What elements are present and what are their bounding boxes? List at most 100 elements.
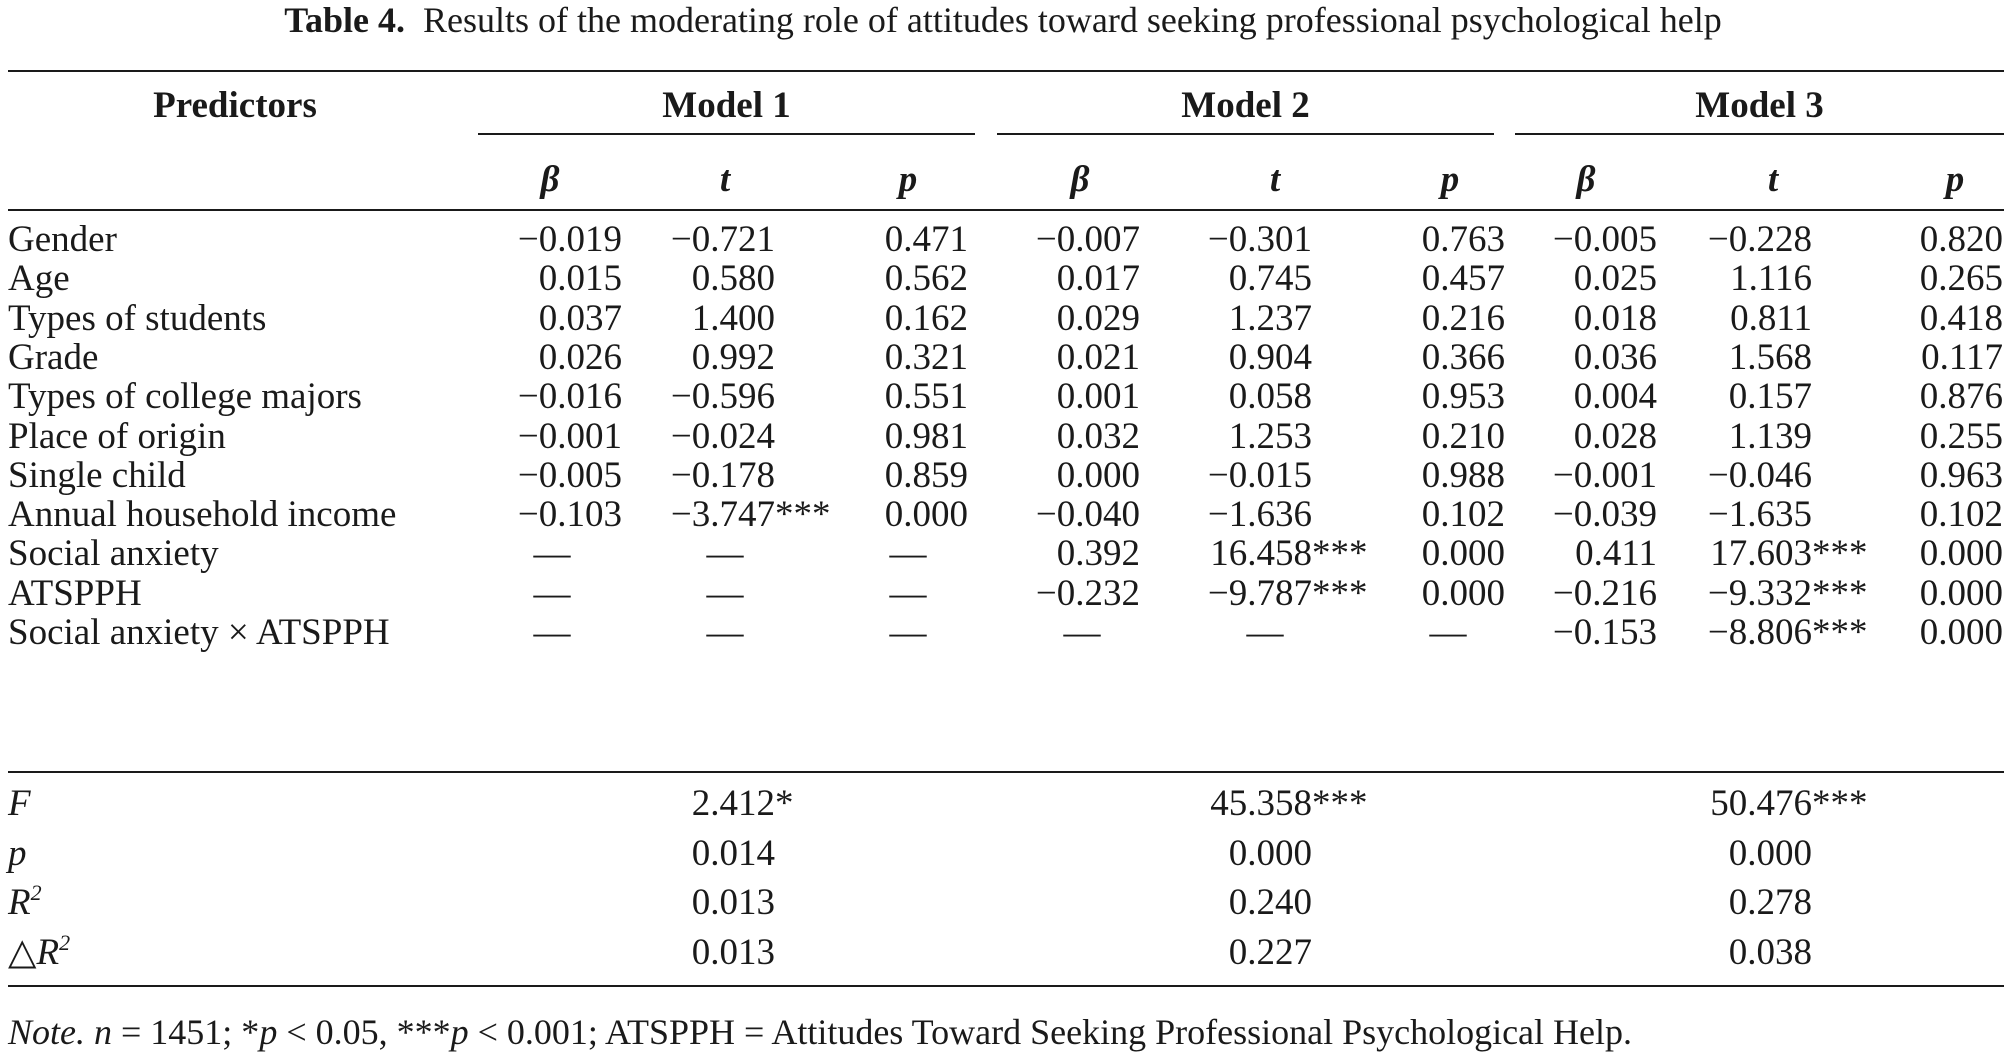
m3-beta-cell: 0.025 [1417, 257, 1657, 301]
m2-t-cell: 1.237 [1072, 297, 1312, 341]
cell-value: 1.400 [691, 297, 775, 339]
summary-model2-value: 45.358 *** [1072, 782, 1367, 826]
m2-beta-header: β [1070, 159, 1090, 200]
row-label: Social anxiety [8, 533, 219, 575]
m2-t-cell: 0.904 [1072, 336, 1312, 380]
m1-beta-cell: 0.026 [382, 336, 622, 380]
summary-label-sup: 2 [30, 880, 42, 905]
row-label: Grade [8, 336, 99, 378]
cell-value: −0.232 [1035, 572, 1140, 614]
m1-t-cell: −0.596 [535, 375, 775, 419]
m1-p-cell: — [889, 612, 927, 653]
cell-value: 0.745 [1228, 258, 1312, 300]
m2-t-cell: 16.458 *** [1072, 532, 1367, 576]
cell-value: 0.240 [1228, 882, 1312, 923]
m3-beta-cell: 0.028 [1417, 415, 1657, 459]
significance-stars: *** [1812, 783, 1868, 824]
cell-value: 0.028 [1573, 415, 1657, 457]
m3-p-cell: 0.117 [1763, 336, 2003, 380]
m3-t-cell: 0.811 [1572, 297, 1812, 341]
cell-value: 0.058 [1228, 376, 1312, 418]
m1-beta-cell: −0.001 [382, 415, 622, 459]
m3-t-cell: 1.116 [1572, 257, 1812, 301]
m1-p-header: p [898, 159, 918, 200]
m3-p-cell: 0.418 [1763, 297, 2003, 341]
cell-value: −0.216 [1552, 572, 1657, 614]
m1-p-cell: 0.859 [728, 454, 968, 498]
m1-beta-cell: −0.016 [382, 375, 622, 419]
m2-p-cell: 0.763 [1265, 218, 1505, 262]
cell-value: 0.037 [538, 297, 622, 339]
m3-beta-cell: −0.216 [1417, 572, 1657, 616]
cell-value: −0.019 [517, 219, 622, 260]
significance-stars: *** [1312, 572, 1368, 614]
m2-beta-cell: — [1063, 612, 1101, 653]
m1-t-cell: — [706, 612, 744, 653]
cell-value: −0.040 [1035, 494, 1140, 536]
m2-beta-cell: 0.000 [900, 454, 1140, 498]
m3-t-cell: 1.568 [1572, 336, 1812, 380]
m1-beta-header: β [540, 159, 560, 200]
summary-label-text: p [8, 832, 27, 874]
m2-p-cell: — [1429, 612, 1467, 653]
m3-t-header: t [1767, 159, 1779, 200]
m3-t-cell: −0.228 [1572, 218, 1812, 262]
m2-beta-cell: 0.032 [900, 415, 1140, 459]
summary-label: p [8, 832, 27, 876]
m3-t-cell: −8.806 *** [1572, 611, 1868, 655]
m1-p-cell: 0.321 [728, 336, 968, 380]
m1-beta-cell: 0.037 [382, 297, 622, 341]
note-text-2: < 0.05, *** [277, 1012, 451, 1052]
cell-value: −0.024 [670, 415, 775, 457]
model2-header: Model 2 [1181, 85, 1310, 126]
cell-value: 1.253 [1228, 415, 1312, 457]
cell-value: 0.004 [1573, 376, 1657, 418]
row-label: Gender [8, 219, 117, 260]
cell-value: 1.237 [1228, 297, 1312, 339]
cell-value: 0.015 [538, 258, 622, 300]
cell-value: 0.265 [1919, 258, 2003, 300]
significance-stars: *** [1812, 572, 1868, 614]
bottom-rule [8, 985, 2004, 987]
m1-p-cell: — [889, 572, 927, 614]
m3-t-cell: −9.332 *** [1572, 572, 1868, 616]
cell-value: 50.476 [1710, 783, 1812, 824]
m2-p-cell: 0.216 [1265, 297, 1505, 341]
m3-p-cell: 0.000 [1763, 611, 2003, 655]
cell-value: 0.000 [1228, 832, 1312, 874]
model1-header: Model 1 [662, 85, 791, 126]
m3-beta-header: β [1576, 159, 1596, 200]
m1-t-cell: — [706, 572, 744, 614]
cell-value: 1.568 [1728, 336, 1812, 378]
m2-t-header: t [1269, 159, 1281, 200]
cell-value: 0.021 [1056, 336, 1140, 378]
summary-model1-value: 0.014 [535, 832, 775, 876]
table-label: Table 4. [284, 0, 405, 40]
m1-beta-cell: — [533, 612, 571, 653]
m1-t-cell: 0.580 [535, 257, 775, 301]
m3-beta-cell: 0.018 [1417, 297, 1657, 341]
m2-beta-cell: −0.232 [900, 572, 1140, 616]
cell-value: 0.216 [1421, 297, 1505, 339]
m2-p-cell: 0.000 [1265, 572, 1505, 616]
cell-value: 0.029 [1056, 297, 1140, 339]
m3-beta-cell: −0.153 [1417, 611, 1657, 655]
m3-beta-cell: 0.004 [1417, 375, 1657, 419]
table-title: Results of the moderating role of attitu… [423, 0, 1722, 40]
cell-value: 0.025 [1573, 258, 1657, 300]
note-text-1: = 1451; * [112, 1012, 260, 1052]
m1-p-cell: 0.000 [728, 493, 968, 537]
cell-value: 0.580 [691, 258, 775, 300]
m2-beta-cell: 0.001 [900, 375, 1140, 419]
m2-p-cell: 0.953 [1265, 375, 1505, 419]
cell-value: −0.721 [670, 219, 775, 260]
m3-t-cell: 0.157 [1572, 375, 1812, 419]
cell-value: 0.457 [1421, 258, 1505, 300]
summary-model1-value: 0.013 [535, 931, 775, 975]
cell-value: 45.358 [1210, 783, 1312, 824]
cell-value: −0.596 [670, 376, 775, 418]
cell-value: 0.992 [691, 336, 775, 378]
m3-beta-cell: 0.036 [1417, 336, 1657, 380]
m1-beta-cell: — [533, 572, 571, 614]
cell-value: 0.013 [691, 882, 775, 923]
